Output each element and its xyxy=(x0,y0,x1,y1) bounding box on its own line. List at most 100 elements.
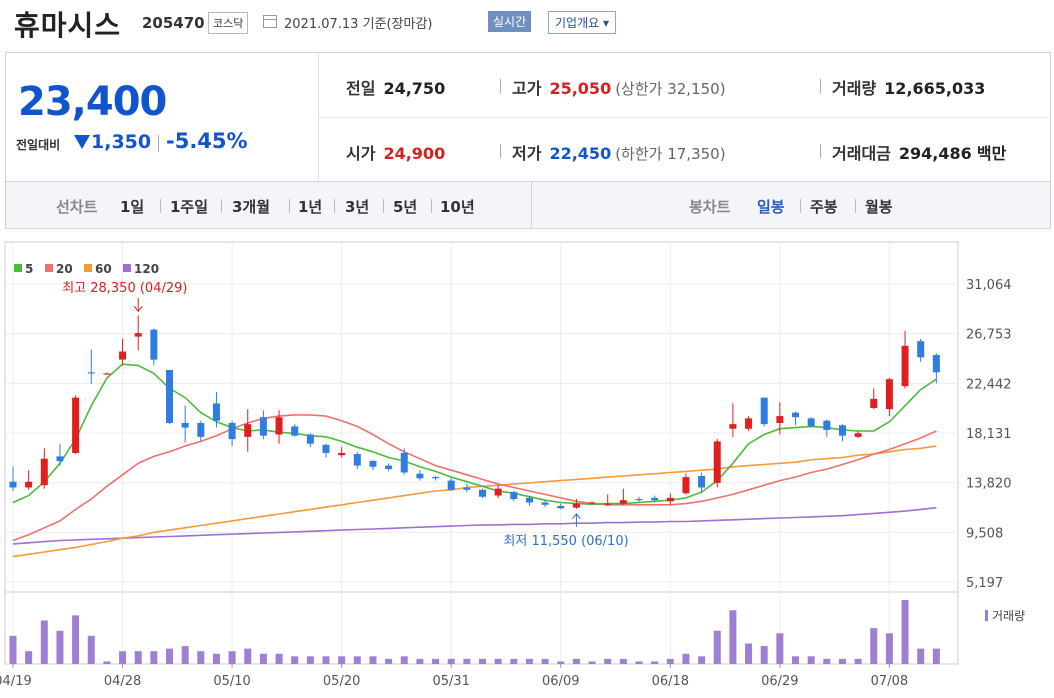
realtime-button[interactable]: 실시간 xyxy=(488,11,532,32)
volume-bar xyxy=(666,658,674,664)
period-10y[interactable]: 10년 xyxy=(440,198,475,216)
y-tick-label: 5,197 xyxy=(966,576,1003,591)
high-value: 25,050 xyxy=(549,79,612,98)
volume-bar xyxy=(698,656,706,664)
volume-bar xyxy=(432,658,440,664)
candle-body xyxy=(541,502,549,505)
legend-label: 120 xyxy=(134,262,159,276)
volume-value: 12,665,033 xyxy=(884,79,986,98)
candle-body xyxy=(494,488,502,496)
volume-bar xyxy=(338,656,346,664)
volume-bar xyxy=(181,646,189,664)
volume-bar xyxy=(119,651,127,664)
candle-body xyxy=(651,497,659,501)
candle-body xyxy=(823,420,831,430)
divider xyxy=(319,117,1050,118)
divider xyxy=(383,199,384,213)
ma60-line xyxy=(12,445,937,558)
candle-chart-label: 봉차트 xyxy=(689,198,731,216)
volume-bar xyxy=(494,658,502,664)
divider xyxy=(289,199,290,213)
candle-body xyxy=(870,398,878,409)
period-3m[interactable]: 3개월 xyxy=(232,198,271,216)
candle-body xyxy=(72,397,80,453)
candle-body xyxy=(619,500,627,504)
x-tick-label: 05/31 xyxy=(432,674,469,689)
x-tick-label: 04/19 xyxy=(0,674,32,689)
divider xyxy=(531,182,532,228)
volume-bar xyxy=(901,600,909,664)
volume-bar xyxy=(228,651,236,664)
volume-bar xyxy=(885,633,893,664)
candle-body xyxy=(776,416,784,423)
period-5y[interactable]: 5년 xyxy=(393,198,418,216)
volume-bar xyxy=(760,646,768,664)
candle-body xyxy=(212,403,220,421)
candle-body xyxy=(760,397,768,425)
y-tick-label: 9,508 xyxy=(966,526,1003,541)
candle-body xyxy=(385,465,393,470)
candle-body xyxy=(134,333,142,337)
volume-bar xyxy=(463,658,471,664)
divider xyxy=(334,199,335,213)
legend-swatch xyxy=(14,264,22,272)
candle-body xyxy=(447,480,455,490)
candle-body xyxy=(792,412,799,418)
x-tick-label: 05/20 xyxy=(323,674,360,689)
y-tick-label: 18,131 xyxy=(966,427,1012,442)
volume-bar xyxy=(776,633,784,664)
period-1y[interactable]: 1년 xyxy=(298,198,323,216)
low-arrowhead xyxy=(572,513,581,520)
divider xyxy=(221,199,222,213)
candle-weekly[interactable]: 주봉 xyxy=(810,198,838,216)
lower-limit: (하한가 17,350) xyxy=(615,145,726,163)
volume-bar xyxy=(541,658,549,664)
legend-swatch xyxy=(45,264,53,272)
candle-body xyxy=(588,502,596,504)
volume-bar xyxy=(212,653,220,664)
period-1d[interactable]: 1일 xyxy=(120,198,145,216)
candle-body xyxy=(572,503,580,508)
volume-bar xyxy=(134,651,142,664)
volume-bar xyxy=(197,651,205,664)
period-3y[interactable]: 3년 xyxy=(345,198,370,216)
volume: 거래량 12,665,033 xyxy=(832,75,985,99)
candle-body xyxy=(40,458,48,486)
divider xyxy=(431,199,432,213)
candle-daily[interactable]: 일봉 xyxy=(757,198,785,216)
candle-body xyxy=(181,422,189,428)
candle-body xyxy=(416,473,424,479)
divider xyxy=(160,199,161,213)
volume-bar xyxy=(87,635,95,664)
candle-body xyxy=(745,418,753,429)
volume-bar xyxy=(619,658,627,664)
low-value: 22,450 xyxy=(549,144,612,163)
period-1w[interactable]: 1주일 xyxy=(170,198,209,216)
company-overview-dropdown[interactable]: 기업개요 ▾ xyxy=(548,11,616,34)
candle-body xyxy=(729,424,737,429)
legend-label: 20 xyxy=(56,262,73,276)
candle-body xyxy=(838,425,846,436)
prev-close-value: 24,750 xyxy=(383,79,446,98)
prev-close-label: 전일 xyxy=(346,79,376,98)
candle-body xyxy=(338,452,346,456)
volume-bar xyxy=(25,651,33,664)
legend-swatch xyxy=(84,264,92,272)
x-tick-label: 07/08 xyxy=(871,674,908,689)
candle-body xyxy=(259,417,267,436)
volume-bar xyxy=(572,658,580,664)
volume-bar xyxy=(447,658,455,664)
divider xyxy=(158,135,159,152)
volume-bar xyxy=(259,653,267,664)
volume-legend-swatch xyxy=(985,610,988,621)
legend-label: 60 xyxy=(95,262,112,276)
candle-body xyxy=(901,345,909,387)
change-label: 전일대비 xyxy=(16,138,61,152)
volume-bar xyxy=(854,658,862,664)
candle-body xyxy=(807,418,815,427)
amount-label: 거래대금 xyxy=(832,144,891,163)
candle-monthly[interactable]: 월봉 xyxy=(865,198,893,216)
x-tick-label: 04/28 xyxy=(104,674,141,689)
candle-body xyxy=(479,489,486,497)
volume-bar xyxy=(166,648,173,664)
